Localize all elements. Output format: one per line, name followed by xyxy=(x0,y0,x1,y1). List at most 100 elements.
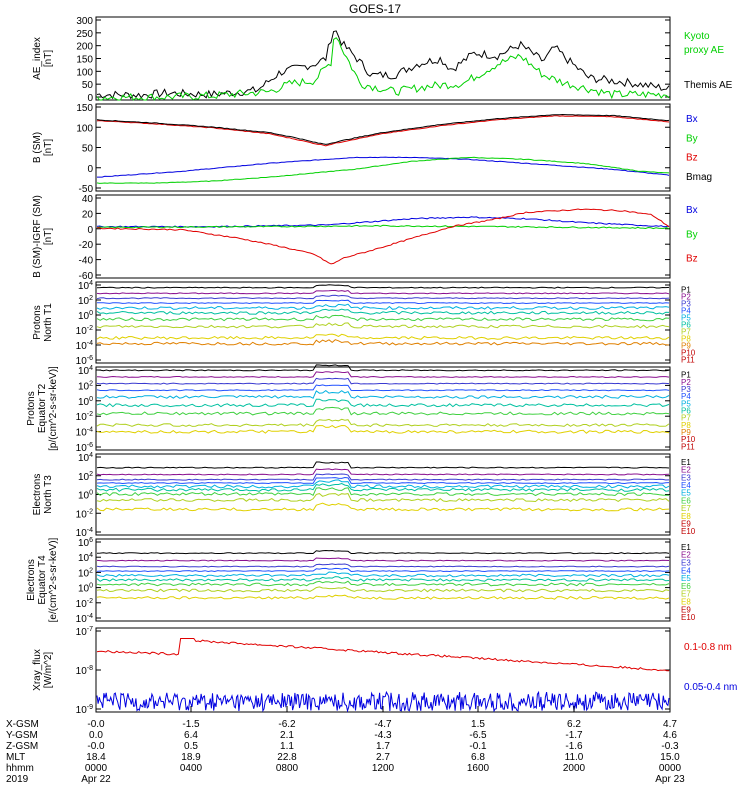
x-row-value: 1200 xyxy=(372,763,395,774)
channel-line xyxy=(96,364,670,372)
y-tick-label: 20 xyxy=(82,209,94,220)
series-line-long xyxy=(96,638,669,672)
y-tick-label: -20 xyxy=(79,240,94,251)
y-tick-label: 100 xyxy=(76,123,93,134)
y-tick-label: 10-2 xyxy=(76,325,93,337)
y-axis-label: [W/m^2] xyxy=(43,652,54,689)
channel-line xyxy=(96,406,670,416)
channel-line xyxy=(96,571,670,578)
y-tick-label: 200 xyxy=(76,42,93,53)
y-tick-label: 150 xyxy=(76,55,93,66)
legend-entry: P10 xyxy=(681,349,696,358)
x-row-value: -0.0 xyxy=(87,741,105,752)
y-axis-label: [nT] xyxy=(43,228,54,245)
y-axis-label: [e/(cm^2-s-sr-keV)] xyxy=(48,537,59,622)
channel-line xyxy=(96,461,670,469)
channel-line xyxy=(96,398,670,408)
legend-entry: Bx xyxy=(686,114,698,125)
x-row-value: 0800 xyxy=(276,763,299,774)
x-row-value: 2.1 xyxy=(280,730,294,741)
legend-entry: E5 xyxy=(681,489,691,498)
y-axis-label: Protons xyxy=(26,391,37,425)
legend-entry: E7 xyxy=(681,504,691,513)
legend-entry: E8 xyxy=(681,512,691,521)
x-row-value: 1.1 xyxy=(280,741,294,752)
legend-entry: P11 xyxy=(681,442,695,451)
channel-line xyxy=(96,549,670,555)
y-tick-label: 50 xyxy=(82,80,94,91)
legend-entry: E3 xyxy=(681,473,691,482)
y-tick-label: -60 xyxy=(79,271,94,282)
y-axis-label: B (SM)-IGRF (SM) xyxy=(32,195,43,278)
legend-entry: P11 xyxy=(681,356,695,365)
legend-entry: 0.05-0.4 nm xyxy=(684,682,737,693)
y-tick-label: 102 xyxy=(78,295,93,307)
channel-line xyxy=(96,314,670,322)
y-axis-label: Protons xyxy=(32,305,43,339)
panel-eequator: 106 104 102 100 10-2 10-4 Electrons Equator T4[… xyxy=(26,537,696,625)
y-tick-label: 100 xyxy=(78,310,93,322)
y-tick-label: 0 xyxy=(87,225,93,236)
legend-entry: P7 xyxy=(681,328,691,337)
y-tick-label: 250 xyxy=(76,29,93,40)
channel-line xyxy=(96,563,670,568)
channel-line xyxy=(96,567,670,573)
y-axis-label: B (SM) xyxy=(32,132,43,163)
legend-entry: E9 xyxy=(681,605,691,614)
y-tick-label: 100 xyxy=(78,583,93,595)
legend-entry: P6 xyxy=(681,321,691,330)
legend-entry: P5 xyxy=(681,399,691,408)
x-row-value: 0.5 xyxy=(184,741,198,752)
channel-line xyxy=(96,377,670,385)
legend-entry: P3 xyxy=(681,385,691,394)
x-row-value: 18.9 xyxy=(181,752,201,763)
y-tick-label: 104 xyxy=(78,280,93,292)
channel-line xyxy=(96,493,670,503)
x-row-label: MLT xyxy=(6,752,25,763)
legend-entry: E9 xyxy=(681,519,691,528)
y-tick-label: 10-9 xyxy=(76,704,93,716)
y-axis-label: [p/(cm^2-s-sr-keV)] xyxy=(48,366,59,451)
series-line-themis-ae xyxy=(96,30,670,100)
channel-line xyxy=(96,339,670,346)
channel-line xyxy=(96,580,670,587)
x-row-value: 22.8 xyxy=(277,752,297,763)
y-tick-label: 104 xyxy=(78,365,93,377)
channel-line xyxy=(96,576,670,582)
channel-line xyxy=(96,482,670,492)
legend-entry: E6 xyxy=(681,496,691,505)
y-tick-label: 102 xyxy=(78,380,93,392)
legend-entry: Bx xyxy=(686,205,698,216)
legend-entry: By xyxy=(686,229,698,240)
y-tick-label: 0 xyxy=(87,164,93,175)
legend-entry: E5 xyxy=(681,574,691,583)
y-tick-label: 50 xyxy=(82,144,94,155)
legend-entry: Bz xyxy=(686,153,698,164)
x-row-value: -1.5 xyxy=(182,719,200,730)
y-tick-label: 106 xyxy=(78,537,93,549)
x-row-value: 0000 xyxy=(659,763,682,774)
y-tick-label: -50 xyxy=(79,184,94,195)
legend-entry: E10 xyxy=(681,613,696,622)
legend-entry: P2 xyxy=(681,293,691,302)
y-axis-label: Equator T2 xyxy=(37,383,48,433)
y-tick-label: 10-2 xyxy=(76,508,93,520)
channel-line xyxy=(96,502,670,512)
series-line-by xyxy=(96,156,670,184)
legend-entry: P8 xyxy=(681,421,691,430)
channel-line xyxy=(96,473,670,481)
legend-entry: P4 xyxy=(681,392,691,401)
x-row-value: -1.6 xyxy=(565,741,583,752)
channel-line xyxy=(96,424,670,434)
y-tick-label: 10-8 xyxy=(76,665,93,677)
legend-entry: P1 xyxy=(681,286,691,295)
legend-entry: Kyoto xyxy=(684,31,710,42)
y-tick-label: 300 xyxy=(76,16,93,27)
channel-line xyxy=(96,308,670,315)
x-row-value: 1.5 xyxy=(471,719,485,730)
panel-enorth: 104 102 100 10-2 10-4 Electrons North T3 E1E2E3… xyxy=(32,452,696,539)
panel-frame xyxy=(95,538,671,622)
y-axis-label: Electrons xyxy=(26,559,37,601)
